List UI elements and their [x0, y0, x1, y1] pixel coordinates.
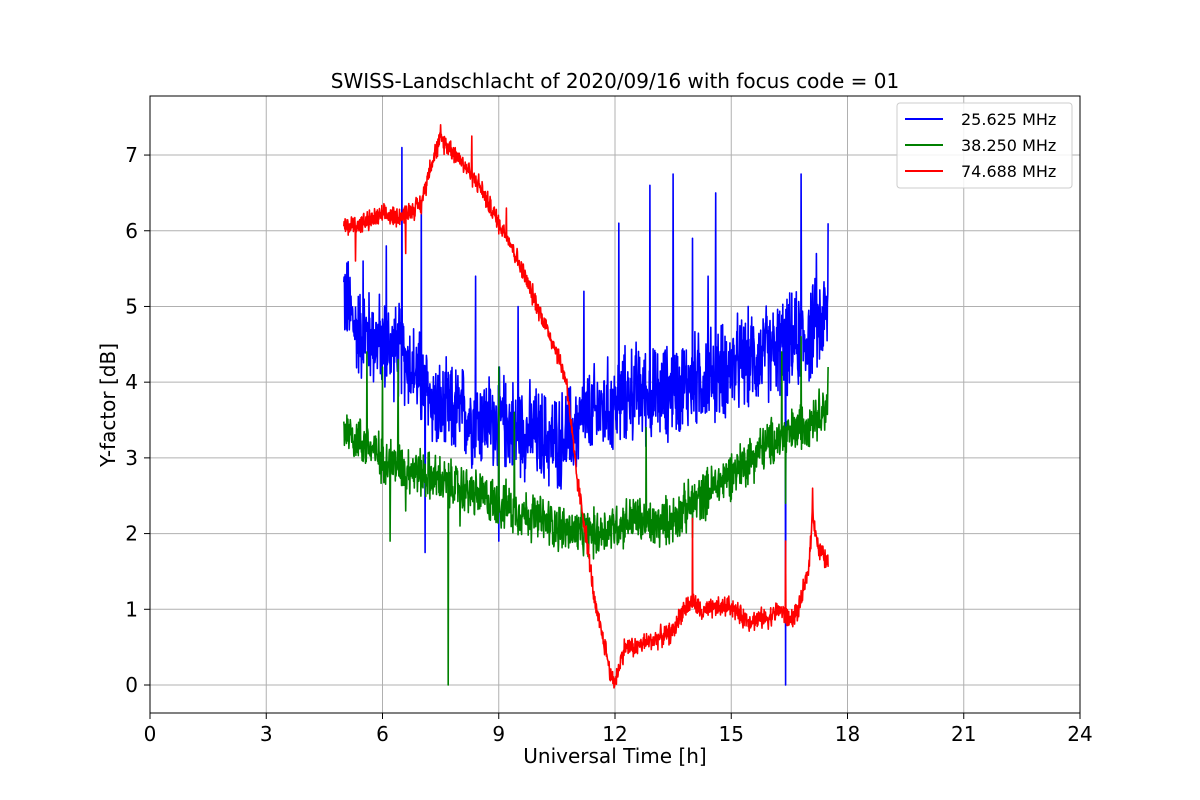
legend-label: 38.250 MHz — [961, 136, 1056, 155]
x-tick-label: 24 — [1067, 722, 1092, 746]
y-tick-label: 1 — [125, 597, 138, 621]
legend-item: 38.250 MHz — [905, 136, 1056, 155]
series-lines — [343, 124, 829, 689]
y-tick-label: 4 — [125, 370, 138, 394]
legend: 25.625 MHz 38.250 MHz 74.688 MHz — [896, 102, 1073, 189]
series-3 — [343, 124, 829, 689]
legend-item: 74.688 MHz — [905, 162, 1056, 181]
x-tick-label: 18 — [835, 722, 860, 746]
series-line-3 — [343, 124, 829, 689]
chart-title: SWISS-Landschlacht of 2020/09/16 with fo… — [331, 69, 899, 93]
x-tick-label: 15 — [719, 722, 744, 746]
y-axis-label: Y-factor [dB] — [96, 343, 120, 468]
legend-item: 25.625 MHz — [905, 110, 1056, 129]
series-1 — [343, 146, 829, 686]
x-axis-label: Universal Time [h] — [523, 744, 706, 768]
y-tick-label: 6 — [125, 219, 138, 243]
x-tick-label: 6 — [376, 722, 389, 746]
x-tick-label: 0 — [144, 722, 157, 746]
y-tick-label: 2 — [125, 522, 138, 546]
x-tick-label: 12 — [602, 722, 627, 746]
y-tick-label: 5 — [125, 294, 138, 318]
x-tick-label: 21 — [951, 722, 976, 746]
y-axis: 0 1 2 3 4 5 6 7 — [125, 143, 150, 697]
x-tick-label: 9 — [492, 722, 505, 746]
legend-box — [896, 102, 1073, 189]
x-axis: 0 3 6 9 12 15 18 21 24 — [144, 713, 1093, 746]
y-tick-label: 0 — [125, 673, 138, 697]
series-line-1 — [343, 146, 829, 686]
y-tick-label: 7 — [125, 143, 138, 167]
legend-label: 25.625 MHz — [961, 110, 1056, 129]
y-tick-label: 3 — [125, 446, 138, 470]
legend-label: 74.688 MHz — [961, 162, 1056, 181]
x-tick-label: 3 — [260, 722, 273, 746]
